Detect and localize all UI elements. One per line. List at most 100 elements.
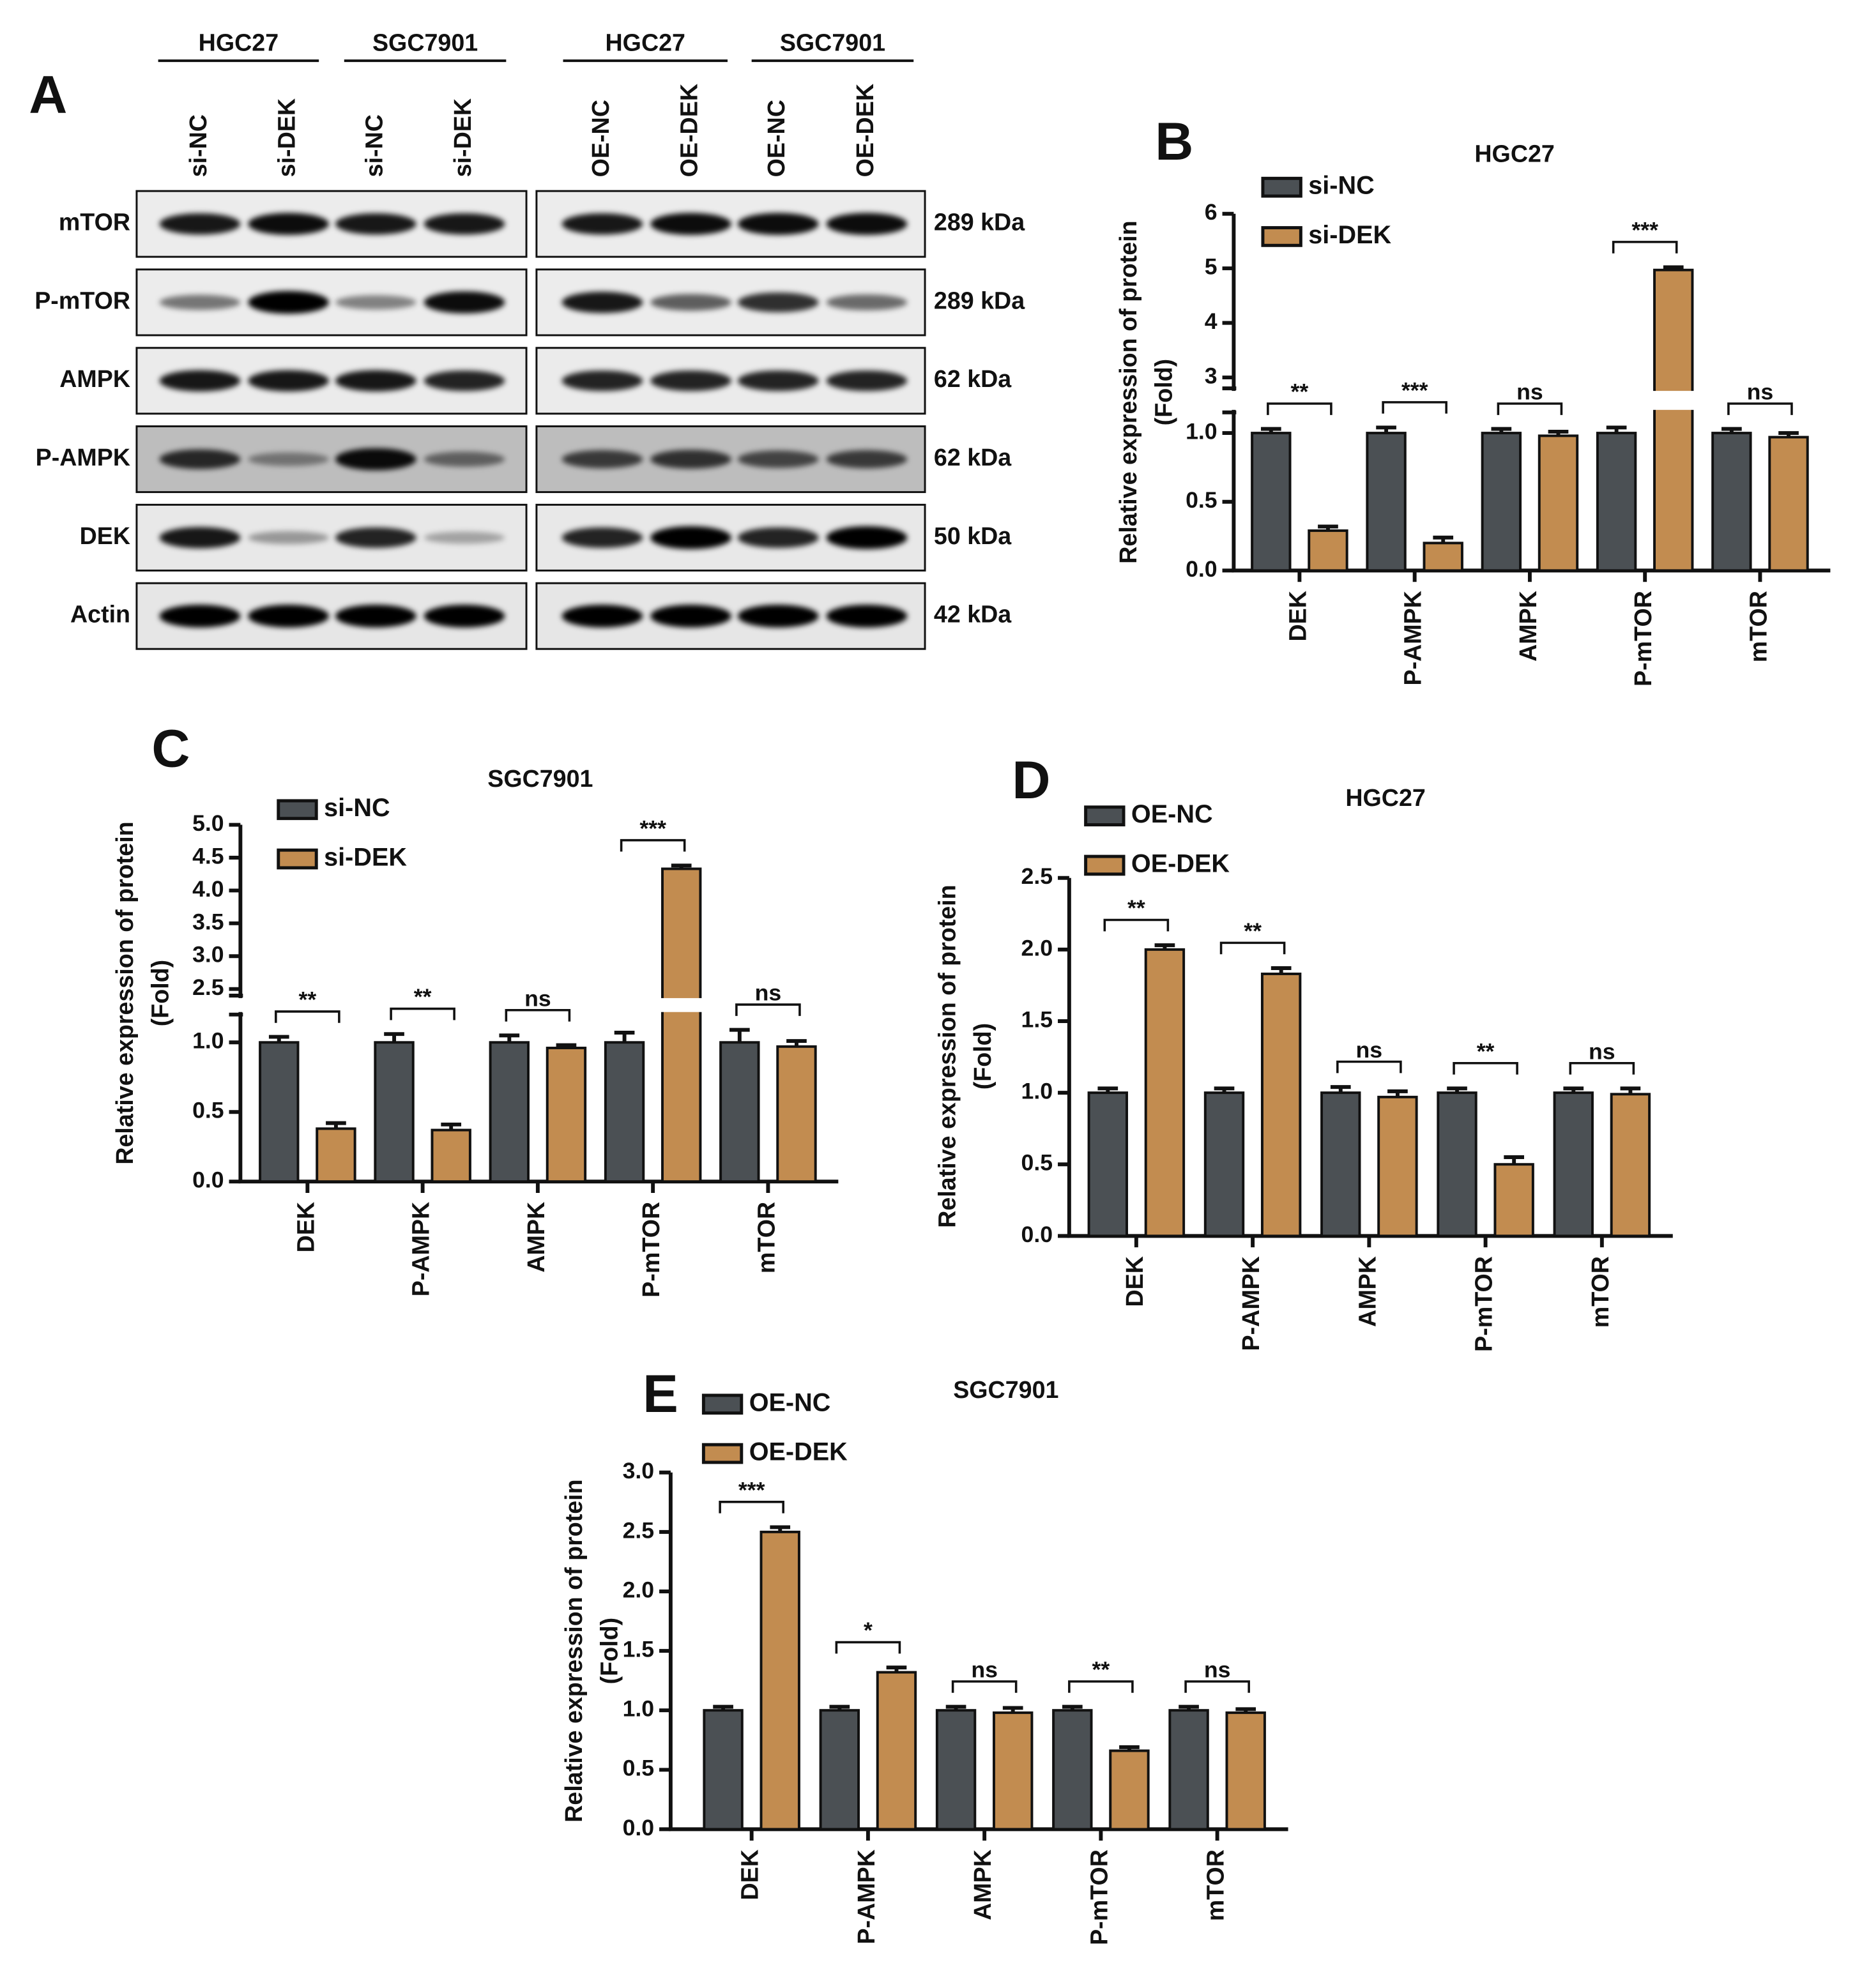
legend-label: OE-NC — [1131, 800, 1213, 828]
group-label: SGC7901 — [372, 29, 478, 56]
significance-bracket — [505, 1008, 571, 1022]
bar — [1087, 1091, 1128, 1238]
significance-bracket — [1336, 1060, 1402, 1074]
x-tick-label: mTOR — [752, 1202, 779, 1273]
legend-label: OE-DEK — [749, 1438, 848, 1466]
significance-label: * — [864, 1618, 873, 1643]
y-tick-label: 5 — [1205, 254, 1218, 280]
panel-label: B — [1155, 112, 1193, 171]
lane-label: OE-NC — [763, 100, 790, 177]
y-tick-label: 2.5 — [1021, 863, 1053, 889]
bar — [1493, 1163, 1534, 1238]
legend-swatch — [277, 799, 318, 821]
significance-label: ** — [1092, 1657, 1110, 1683]
significance-bracket — [1267, 402, 1332, 415]
blot-band — [248, 370, 330, 391]
legend-label: si-NC — [1308, 172, 1374, 200]
x-tick-label: mTOR — [1744, 591, 1771, 662]
blot-band — [650, 526, 731, 549]
group-label: SGC7901 — [780, 29, 885, 56]
bar — [374, 1041, 415, 1183]
blot-band — [561, 291, 643, 314]
x-tick-label: DEK — [1284, 591, 1311, 641]
y-tick-label: 1.5 — [1021, 1006, 1053, 1032]
significance-label: ns — [971, 1657, 998, 1683]
bar — [1768, 436, 1809, 572]
significance-bracket — [1612, 241, 1678, 254]
size-label: 62 kDa — [934, 444, 1012, 471]
y-tick-label: 0.5 — [192, 1098, 224, 1123]
y-axis-label: (Fold) — [146, 960, 173, 1026]
x-tick-label: P-AMPK — [853, 1849, 880, 1944]
significance-label: ns — [1204, 1657, 1231, 1683]
bar — [1553, 1091, 1594, 1238]
blot-band — [335, 604, 416, 628]
blot-band — [650, 294, 731, 311]
blot-band — [561, 370, 643, 391]
significance-bracket — [275, 1010, 340, 1023]
blot-band — [826, 370, 908, 391]
blot-band — [826, 294, 908, 310]
legend-swatch — [1261, 176, 1302, 198]
significance-label: ** — [1127, 895, 1145, 921]
x-tick-label: P-mTOR — [1470, 1256, 1497, 1352]
bar — [876, 1671, 917, 1831]
blot-band — [335, 370, 416, 391]
x-tick-label: DEK — [292, 1202, 319, 1252]
significance-label: *** — [738, 1477, 765, 1503]
bar — [316, 1127, 356, 1183]
row-label: P-mTOR — [34, 287, 130, 314]
chart-title: HGC27 — [1345, 784, 1425, 811]
significance-bracket — [1569, 1061, 1635, 1075]
y-axis-label: Relative expression of protein — [111, 821, 138, 1164]
bar — [604, 1041, 645, 1183]
bar — [1168, 1709, 1209, 1831]
bar — [1320, 1091, 1361, 1238]
bar — [993, 1711, 1034, 1831]
chart-title: SGC7901 — [487, 765, 593, 792]
panel-label: C — [151, 719, 190, 778]
panel-label: A — [29, 64, 67, 124]
size-label: 289 kDa — [934, 209, 1025, 236]
bar — [776, 1045, 817, 1183]
significance-bracket — [1497, 402, 1563, 415]
blot-band — [826, 604, 908, 628]
y-tick-label: 3.5 — [192, 909, 224, 934]
blot-band — [424, 291, 505, 314]
row-label: DEK — [80, 522, 130, 549]
y-tick-label: 0.0 — [1021, 1222, 1053, 1247]
legend-swatch — [277, 848, 318, 870]
blot-band — [826, 526, 908, 549]
blot-band — [159, 449, 241, 469]
y-tick-label: 4.5 — [192, 843, 224, 869]
significance-label: ns — [1747, 379, 1774, 405]
blot-band — [335, 295, 416, 310]
blot-band — [826, 450, 908, 469]
y-tick-label: 1.0 — [623, 1696, 655, 1722]
x-tick-label: AMPK — [1515, 591, 1541, 662]
chart-title: SGC7901 — [953, 1376, 1058, 1403]
x-tick-label: mTOR — [1202, 1849, 1229, 1921]
significance-label: ** — [1244, 918, 1262, 944]
blot-band — [248, 291, 330, 314]
x-tick-label: P-AMPK — [1237, 1256, 1264, 1351]
y-tick-label: 2.0 — [623, 1577, 655, 1602]
y-tick-label: 0.5 — [623, 1756, 655, 1781]
y-tick-label: 4.0 — [192, 876, 224, 902]
lane-label: si-DEK — [273, 98, 300, 177]
y-tick-label: 5.0 — [192, 810, 224, 836]
lane-label: si-NC — [360, 114, 387, 177]
group-label: HGC27 — [199, 29, 279, 56]
blot-band — [561, 213, 643, 235]
lane-label: OE-DEK — [676, 84, 703, 177]
significance-bracket — [1103, 918, 1170, 932]
x-tick-label: P-mTOR — [1630, 591, 1656, 687]
legend-label: OE-NC — [749, 1388, 831, 1416]
x-tick-label: mTOR — [1587, 1256, 1614, 1328]
size-label: 289 kDa — [934, 287, 1025, 314]
blot-band — [650, 450, 731, 469]
blot-band — [737, 213, 819, 235]
significance-bracket — [1068, 1680, 1134, 1693]
bar — [935, 1709, 977, 1831]
row-label: Actin — [70, 601, 130, 628]
